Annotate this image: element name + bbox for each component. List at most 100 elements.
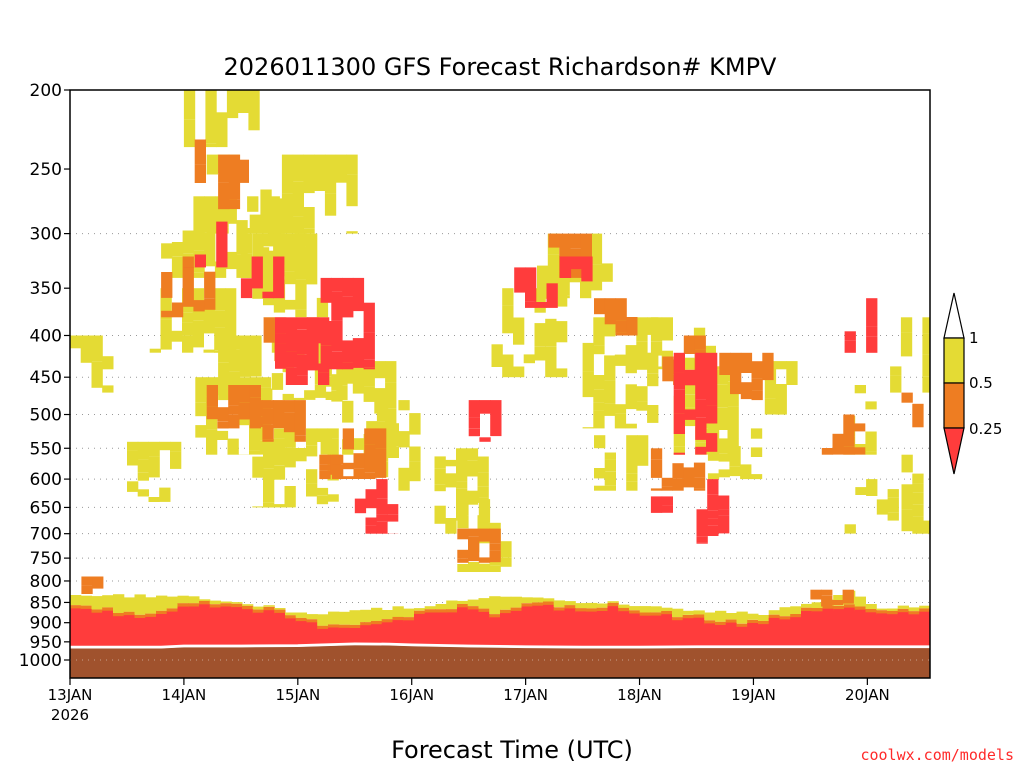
ri-cell-yellow <box>214 288 226 311</box>
ri-cell-orange <box>553 607 565 613</box>
ri-cell-orange <box>294 435 306 442</box>
ri-cell-yellow <box>316 297 329 318</box>
ri-cell-yellow <box>547 254 560 285</box>
ri-cell-yellow <box>790 606 802 614</box>
ri-cell-red <box>876 613 888 647</box>
ri-cell-orange <box>371 621 383 626</box>
ri-cell-yellow <box>604 452 616 460</box>
ri-cell-yellow <box>764 374 777 391</box>
ri-cell-yellow <box>188 596 200 604</box>
ri-cell-orange <box>854 606 866 612</box>
ri-cell-orange <box>801 607 813 613</box>
ri-cell-orange <box>740 352 753 373</box>
ri-cell-yellow <box>249 428 261 451</box>
ri-cell-orange <box>342 428 354 450</box>
ri-cell-yellow <box>320 445 332 455</box>
ri-cell-orange <box>218 154 230 183</box>
ri-cell-red <box>673 413 685 434</box>
ri-cell-yellow <box>182 347 194 353</box>
ri-cell-red <box>866 298 878 308</box>
ri-cell-yellow <box>225 288 237 321</box>
ri-cell-yellow <box>707 473 720 480</box>
ri-cell-orange <box>751 378 763 391</box>
ri-cell-yellow <box>593 426 605 429</box>
ri-cell-yellow <box>159 441 171 451</box>
ri-cell-yellow <box>672 608 684 617</box>
ri-cell-red <box>695 378 707 400</box>
ri-cell-orange <box>615 320 627 333</box>
ri-cell-orange <box>342 462 354 470</box>
ri-cell-orange <box>762 352 774 381</box>
ri-cell-yellow <box>284 233 296 272</box>
ri-cell-yellow <box>70 335 82 349</box>
ri-cell-yellow <box>887 489 899 498</box>
ri-cell-red <box>661 614 673 648</box>
ri-cell-red <box>188 606 200 647</box>
ri-cell-yellow <box>593 317 605 346</box>
ri-cell-yellow <box>398 467 410 482</box>
ri-cell-yellow <box>250 335 262 349</box>
ri-cell-yellow <box>160 319 172 350</box>
ri-cell-orange <box>206 406 218 420</box>
ri-cell-orange <box>842 589 854 604</box>
ri-cell-red <box>618 611 630 648</box>
ri-cell-yellow <box>218 362 230 383</box>
ri-cell-yellow <box>456 462 468 482</box>
ri-cell-yellow <box>392 606 404 617</box>
ri-cell-yellow <box>876 499 889 515</box>
ri-cell-red <box>365 489 377 509</box>
ri-cell-yellow <box>331 390 343 402</box>
ri-cell-yellow <box>750 474 763 480</box>
ri-cell-yellow <box>252 456 264 478</box>
ri-cell-yellow <box>564 601 576 606</box>
ri-cell-yellow <box>534 346 546 361</box>
ri-cell-yellow <box>596 603 608 608</box>
ri-cell-yellow <box>502 288 514 306</box>
ri-cell-yellow <box>445 473 457 488</box>
ri-cell-orange <box>844 604 856 610</box>
ri-cell-yellow <box>661 607 673 611</box>
ri-cell-yellow <box>912 483 924 493</box>
ri-cell-yellow <box>636 341 648 370</box>
ri-cell-red <box>240 278 253 299</box>
ri-cell-red <box>307 317 319 345</box>
ri-cell-red <box>331 351 343 370</box>
ri-cell-red <box>546 297 558 308</box>
ri-cell-orange <box>249 419 261 429</box>
ri-cell-yellow <box>614 404 627 414</box>
ri-cell-orange <box>156 610 168 616</box>
ri-cell-red <box>575 611 587 648</box>
x-axis-title: Forecast Time (UTC) <box>391 736 633 764</box>
ri-cell-orange <box>249 385 261 398</box>
ri-cell-orange <box>263 317 275 343</box>
ri-cell-yellow <box>134 594 146 615</box>
ri-cell-yellow <box>262 258 274 277</box>
legend-label-1: 1 <box>969 329 979 347</box>
ri-cell-yellow <box>238 377 250 388</box>
ri-cell-yellow <box>317 614 329 626</box>
ri-cell-yellow <box>225 196 237 224</box>
ri-cell-yellow <box>159 487 171 502</box>
legend-swatch-0-5-to-1 <box>943 337 965 384</box>
ri-cell-yellow <box>102 385 114 393</box>
ri-cell-orange <box>188 603 200 609</box>
ri-cell-yellow <box>216 430 229 440</box>
ri-cell-red <box>801 611 813 648</box>
ri-cell-yellow <box>445 518 457 534</box>
ri-cell-yellow <box>704 345 716 358</box>
ri-cell-yellow <box>489 596 501 615</box>
ri-cell-orange <box>569 248 582 261</box>
ri-cell-orange <box>811 608 823 613</box>
ri-cell-yellow <box>216 112 228 148</box>
ri-cell-yellow <box>478 512 491 523</box>
ri-cell-orange <box>650 488 663 491</box>
ri-cell-orange <box>478 608 490 614</box>
ri-cell-orange <box>294 400 306 410</box>
ri-cell-yellow <box>409 413 421 435</box>
ri-cell-yellow <box>727 438 739 449</box>
ri-cell-red <box>718 515 730 534</box>
ri-cell-red <box>747 623 759 647</box>
ri-cell-red <box>285 317 298 335</box>
ri-cell-yellow <box>193 231 205 251</box>
ri-cell-red <box>707 518 719 526</box>
